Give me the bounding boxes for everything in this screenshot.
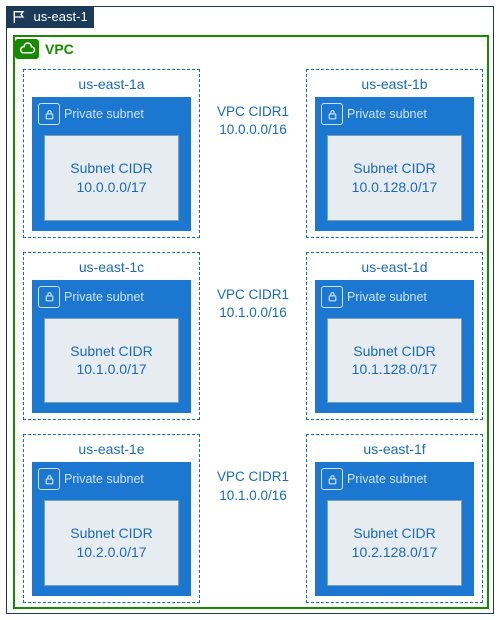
vpc-cidr-value: 10.1.0.0/16 — [217, 487, 289, 505]
az-title: us-east-1f — [315, 435, 474, 462]
az-box: us-east-1b Private subnet Subnet CIDR 10… — [306, 69, 483, 238]
lock-icon — [321, 468, 343, 490]
az-box: us-east-1a Private subnet Subnet CIDR 10… — [23, 69, 200, 238]
private-subnet: Private subnet Subnet CIDR 10.0.128.0/17 — [315, 97, 474, 231]
subnet-header: Private subnet — [38, 468, 185, 490]
vpc-cidr-label: VPC CIDR1 — [217, 103, 289, 121]
vpc-cidr-label: VPC CIDR1 — [217, 286, 289, 304]
az-box: us-east-1d Private subnet Subnet CIDR 10… — [306, 252, 483, 421]
lock-icon — [321, 103, 343, 125]
region-header: us-east-1 — [6, 6, 94, 28]
diagram-grid: us-east-1a Private subnet Subnet CIDR 10… — [23, 69, 483, 603]
az-box: us-east-1c Private subnet Subnet CIDR 10… — [23, 252, 200, 421]
region-container: us-east-1 VPC us-east-1a Private — [6, 6, 494, 614]
private-subnet: Private subnet Subnet CIDR 10.2.128.0/17 — [315, 462, 474, 596]
private-subnet: Private subnet Subnet CIDR 10.2.0.0/17 — [32, 462, 191, 596]
az-title: us-east-1c — [32, 253, 191, 280]
subnet-cidr-box: Subnet CIDR 10.0.128.0/17 — [327, 135, 462, 221]
subnet-cidr-box: Subnet CIDR 10.2.0.0/17 — [44, 500, 179, 586]
cidr-value: 10.2.128.0/17 — [352, 543, 438, 562]
flag-icon — [10, 9, 28, 25]
vpc-cidr-cell: VPC CIDR1 10.1.0.0/16 — [200, 434, 306, 603]
cidr-value: 10.2.0.0/17 — [76, 543, 146, 562]
az-box: us-east-1e Private subnet Subnet CIDR 10… — [23, 434, 200, 603]
private-subnet: Private subnet Subnet CIDR 10.1.128.0/17 — [315, 280, 474, 414]
subnet-label: Private subnet — [347, 107, 427, 121]
cidr-label: Subnet CIDR — [353, 159, 435, 178]
subnet-label: Private subnet — [64, 107, 144, 121]
subnet-header: Private subnet — [38, 103, 185, 125]
cidr-label: Subnet CIDR — [70, 159, 152, 178]
subnet-label: Private subnet — [347, 472, 427, 486]
vpc-label: VPC — [45, 41, 74, 57]
subnet-cidr-box: Subnet CIDR 10.1.128.0/17 — [327, 318, 462, 404]
subnet-cidr-box: Subnet CIDR 10.1.0.0/17 — [44, 318, 179, 404]
vpc-header: VPC — [13, 35, 78, 61]
region-name: us-east-1 — [34, 9, 88, 24]
vpc-cidr-label: VPC CIDR1 — [217, 468, 289, 486]
cloud-icon — [15, 39, 39, 59]
subnet-header: Private subnet — [321, 468, 468, 490]
az-box: us-east-1f Private subnet Subnet CIDR 10… — [306, 434, 483, 603]
az-title: us-east-1d — [315, 253, 474, 280]
cidr-label: Subnet CIDR — [353, 524, 435, 543]
cidr-label: Subnet CIDR — [70, 342, 152, 361]
lock-icon — [38, 468, 60, 490]
lock-icon — [38, 103, 60, 125]
vpc-container: VPC us-east-1a Private subnet Subnet CID… — [13, 35, 489, 609]
az-title: us-east-1b — [315, 70, 474, 97]
subnet-label: Private subnet — [64, 472, 144, 486]
vpc-cidr-cell: VPC CIDR1 10.1.0.0/16 — [200, 252, 306, 421]
private-subnet: Private subnet Subnet CIDR 10.1.0.0/17 — [32, 280, 191, 414]
lock-icon — [321, 286, 343, 308]
cidr-value: 10.1.128.0/17 — [352, 360, 438, 379]
vpc-cidr-cell: VPC CIDR1 10.0.0.0/16 — [200, 69, 306, 238]
cidr-value: 10.1.0.0/17 — [76, 360, 146, 379]
subnet-header: Private subnet — [321, 286, 468, 308]
subnet-cidr-box: Subnet CIDR 10.0.0.0/17 — [44, 135, 179, 221]
cidr-value: 10.0.0.0/17 — [76, 178, 146, 197]
private-subnet: Private subnet Subnet CIDR 10.0.0.0/17 — [32, 97, 191, 231]
lock-icon — [38, 286, 60, 308]
cidr-value: 10.0.128.0/17 — [352, 178, 438, 197]
vpc-cidr-value: 10.1.0.0/16 — [217, 304, 289, 322]
subnet-header: Private subnet — [321, 103, 468, 125]
cidr-label: Subnet CIDR — [353, 342, 435, 361]
subnet-header: Private subnet — [38, 286, 185, 308]
az-title: us-east-1a — [32, 70, 191, 97]
cidr-label: Subnet CIDR — [70, 524, 152, 543]
subnet-cidr-box: Subnet CIDR 10.2.128.0/17 — [327, 500, 462, 586]
subnet-label: Private subnet — [347, 290, 427, 304]
vpc-cidr-value: 10.0.0.0/16 — [217, 121, 289, 139]
az-title: us-east-1e — [32, 435, 191, 462]
subnet-label: Private subnet — [64, 290, 144, 304]
